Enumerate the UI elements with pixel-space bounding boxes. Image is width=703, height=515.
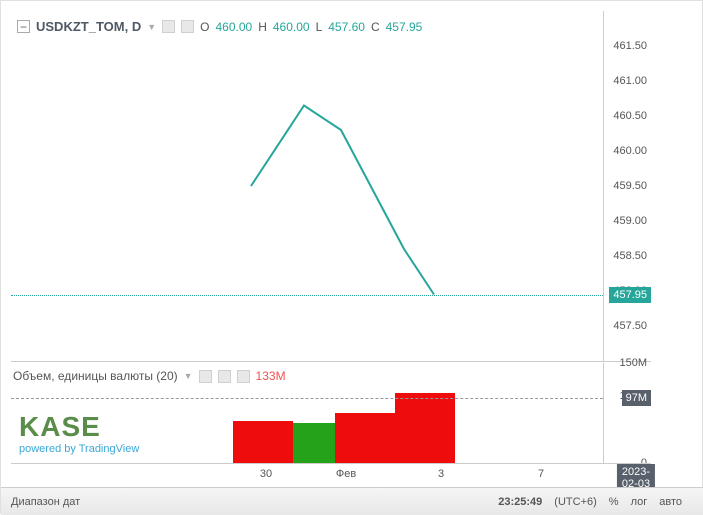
volume-bar xyxy=(293,423,335,463)
ohlc-l-value: 457.60 xyxy=(328,20,365,34)
chevron-down-icon[interactable]: ▼ xyxy=(147,22,156,32)
ohlc-c-value: 457.95 xyxy=(386,20,423,34)
y-tick-label: 460.00 xyxy=(613,145,647,157)
volume-header: Объем, единицы валюты (20) ▼ 133M xyxy=(13,369,286,383)
x-tick-label: 3 xyxy=(438,468,444,480)
volume-bar xyxy=(233,421,293,463)
current-volume-tag: 97M xyxy=(622,390,651,406)
auto-toggle[interactable]: авто xyxy=(659,496,682,508)
ohlc-h-label: H xyxy=(258,20,267,34)
eye-icon[interactable] xyxy=(199,370,212,383)
kase-logo: KASE powered by TradingView xyxy=(19,411,139,455)
chart-container: − USDKZT_TOM, D ▼ O 460.00 H 460.00 L 45… xyxy=(1,1,703,515)
y-tick-label: 461.50 xyxy=(613,40,647,52)
volume-bar xyxy=(395,393,455,463)
bottom-toolbar: Диапазон дат 23:25:49 (UTC+6) % лог авто xyxy=(1,487,703,515)
symbol-name[interactable]: USDKZT_TOM, D xyxy=(36,19,141,34)
eye-icon[interactable] xyxy=(162,20,175,33)
x-tick-label: 30 xyxy=(260,468,272,480)
timezone-label[interactable]: (UTC+6) xyxy=(554,496,596,508)
price-line-chart xyxy=(11,11,603,361)
ohlc-o-label: O xyxy=(200,20,209,34)
volume-baseline xyxy=(11,398,603,399)
x-tick-label: Фев xyxy=(336,468,356,480)
x-axis[interactable]: 30Фев372023-02-03 xyxy=(11,463,651,483)
logo-sub: powered by TradingView xyxy=(19,443,139,455)
y-tick-label: 457.50 xyxy=(613,320,647,332)
close-icon[interactable] xyxy=(237,370,250,383)
logo-main: KASE xyxy=(19,411,139,443)
volume-value: 133M xyxy=(256,369,286,383)
pane-divider[interactable] xyxy=(11,361,651,362)
settings-icon[interactable] xyxy=(218,370,231,383)
y-tick-label: 150M xyxy=(619,357,647,369)
current-price-tag: 457.95 xyxy=(609,287,651,303)
log-toggle[interactable]: лог xyxy=(631,496,648,508)
date-range-button[interactable]: Диапазон дат xyxy=(11,496,80,508)
collapse-icon[interactable]: − xyxy=(17,20,30,33)
ohlc-c-label: C xyxy=(371,20,380,34)
settings-icon[interactable] xyxy=(181,20,194,33)
y-tick-label: 459.00 xyxy=(613,215,647,227)
price-pane[interactable]: − USDKZT_TOM, D ▼ O 460.00 H 460.00 L 45… xyxy=(11,11,651,361)
current-price-line xyxy=(11,295,603,296)
price-y-axis[interactable]: 457.50458.00458.50459.00459.50460.00460.… xyxy=(603,11,651,361)
chevron-down-icon[interactable]: ▼ xyxy=(184,371,193,381)
y-tick-label: 458.50 xyxy=(613,250,647,262)
volume-title: Объем, единицы валюты (20) xyxy=(13,369,178,383)
y-tick-label: 459.50 xyxy=(613,180,647,192)
ohlc-l-label: L xyxy=(316,20,323,34)
volume-bar xyxy=(335,413,395,463)
clock-time: 23:25:49 xyxy=(498,496,542,508)
volume-pane[interactable]: Объем, единицы валюты (20) ▼ 133M KASE p… xyxy=(11,363,651,463)
ohlc-bar: − USDKZT_TOM, D ▼ O 460.00 H 460.00 L 45… xyxy=(17,19,422,34)
ohlc-o-value: 460.00 xyxy=(215,20,252,34)
y-tick-label: 461.00 xyxy=(613,75,647,87)
y-tick-label: 460.50 xyxy=(613,110,647,122)
ohlc-h-value: 460.00 xyxy=(273,20,310,34)
volume-y-axis[interactable]: 0100M150M97M xyxy=(603,363,651,463)
percent-toggle[interactable]: % xyxy=(609,496,619,508)
x-tick-label: 7 xyxy=(538,468,544,480)
